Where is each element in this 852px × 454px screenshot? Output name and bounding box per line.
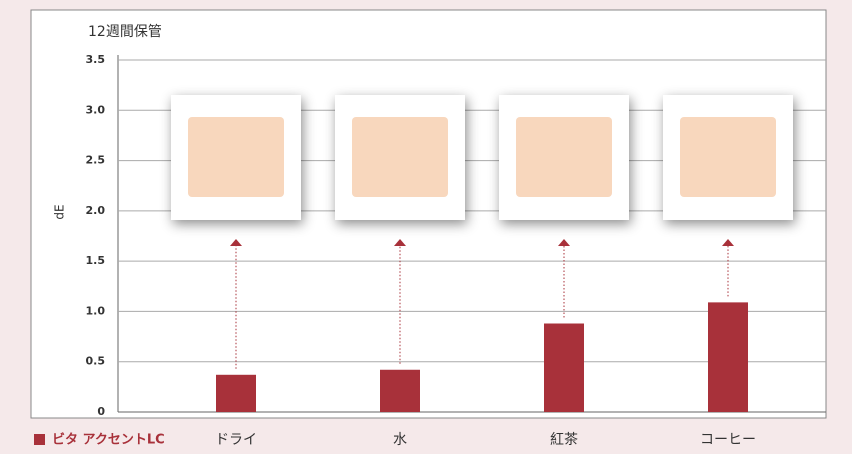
swatch [352, 117, 448, 197]
y-tick-label: 2.5 [86, 154, 106, 167]
y-tick-label: 0 [97, 405, 105, 418]
arrow-head [722, 239, 734, 246]
x-tick-label: コーヒー [700, 432, 756, 448]
swatch [188, 117, 284, 197]
y-axis-label: dE [53, 204, 67, 219]
legend-swatch [34, 434, 45, 445]
chart-title: 12週間保管 [88, 24, 162, 40]
y-tick-label: 3.5 [86, 53, 106, 66]
arrow-head [230, 239, 242, 246]
x-tick-label: 水 [393, 432, 407, 448]
legend-label: ビタ アクセントLC [52, 432, 165, 448]
y-tick-label: 3.0 [86, 103, 106, 116]
swatch [680, 117, 776, 197]
arrow-head [394, 239, 406, 246]
bar [708, 302, 748, 412]
x-tick-label: 紅茶 [550, 432, 578, 448]
y-tick-label: 0.5 [86, 355, 106, 368]
x-tick-label: ドライ [215, 432, 257, 448]
bar [380, 369, 420, 412]
bar [216, 374, 256, 412]
swatch [516, 117, 612, 197]
y-tick-label: 2.0 [86, 204, 106, 217]
y-tick-label: 1.5 [86, 254, 106, 267]
bar [544, 323, 584, 412]
y-tick-label: 1.0 [86, 304, 106, 317]
arrow-head [558, 239, 570, 246]
